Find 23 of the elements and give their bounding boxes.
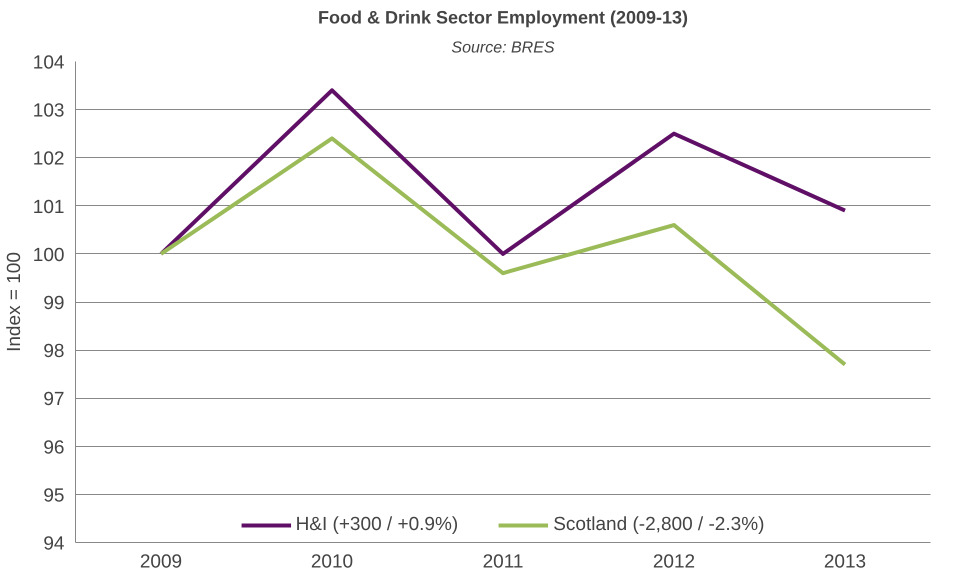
y-tick-label: 101 bbox=[32, 196, 64, 218]
x-tick-label: 2012 bbox=[652, 552, 696, 572]
chart-title: Food & Drink Sector Employment (2009-13) bbox=[318, 8, 688, 28]
y-axis-title: Index = 100 bbox=[4, 252, 25, 352]
x-tick-label: 2009 bbox=[140, 552, 182, 572]
y-tick-label: 99 bbox=[43, 293, 65, 314]
y-tick-label: 98 bbox=[43, 341, 65, 362]
x-tick-label: 2013 bbox=[824, 552, 866, 572]
x-tick-label: 2011 bbox=[482, 552, 524, 572]
chart-subtitle: Source: BRES bbox=[451, 40, 555, 56]
y-tick-label: 103 bbox=[32, 100, 64, 122]
y-tick-label: 100 bbox=[32, 244, 64, 266]
line-series bbox=[159, 136, 847, 367]
y-tick-label: 104 bbox=[32, 52, 65, 74]
y-tick-label: 96 bbox=[43, 437, 65, 458]
x-tick-label: 2010 bbox=[310, 552, 354, 572]
y-tick-label: 95 bbox=[43, 485, 65, 506]
y-tick-label: 94 bbox=[43, 534, 65, 554]
legend-label: Scotland (-2,800 / -2.3%) bbox=[553, 514, 764, 536]
y-tick-label: 102 bbox=[32, 148, 64, 170]
legend-label: H&I (+300 / +0.9%) bbox=[296, 514, 458, 536]
y-tick-label: 97 bbox=[43, 389, 65, 410]
line-series bbox=[159, 88, 847, 256]
